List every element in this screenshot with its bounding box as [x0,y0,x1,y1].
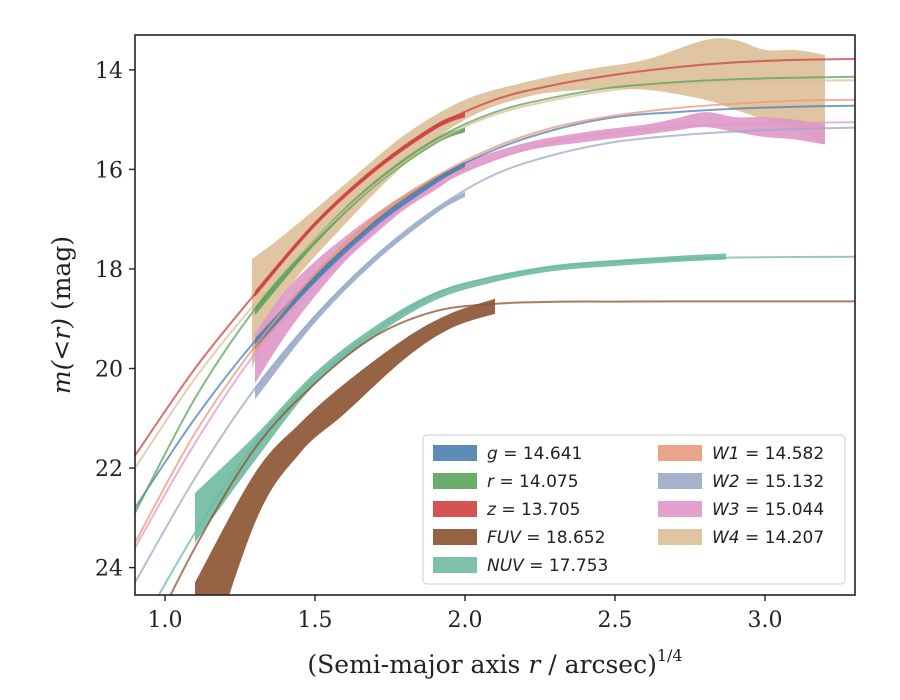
legend-label-fuv: FUV = 18.652 [487,528,605,548]
plot-frame [134,34,856,596]
y-tick-label: 18 [95,258,123,283]
legend-label-w4: W4 = 14.207 [712,528,824,548]
legend-swatch-fuv [433,529,477,545]
legend-label-g: g = 14.641 [487,444,582,464]
x-axis-ticks: 1.0 1.5 2.0 2.5 3.0 [148,595,783,633]
legend-label-z: z = 13.705 [486,500,580,520]
legend-label-nuv: NUV = 17.753 [487,556,608,576]
model-curve-w1 [135,98,855,544]
model-curve-w4 [135,79,855,469]
model-curve-g [135,104,855,509]
legend-label-w3: W3 = 15.044 [712,500,824,520]
x-axis-label: (Semi-major axis r / arcsec)1/4 [307,646,682,679]
observed-bands [195,38,825,595]
legend-swatch-z [433,501,477,517]
legend-swatch-nuv [433,557,477,573]
y-tick-label: 24 [95,557,123,582]
x-tick-label: 2.0 [448,608,483,633]
model-curve-r [135,75,855,514]
legend-label-w2: W2 = 15.132 [712,472,824,492]
legend-swatch-g [433,445,477,461]
observed-band-fuv [195,298,495,595]
legend: g = 14.641 r = 14.075 z = 13.705 FUV = 18.6… [422,434,846,585]
model-curve-fuv [169,300,855,595]
model-curve-nuv [157,255,855,595]
legend-swatch-w4 [658,529,702,545]
model-curve-w3 [135,121,855,549]
y-tick-label: 22 [95,457,123,482]
legend-label-r: r = 14.075 [487,472,579,492]
x-tick-label: 2.5 [598,608,633,633]
x-tick-label: 3.0 [748,608,783,633]
model-curves [135,57,855,595]
y-tick-label: 16 [95,158,123,183]
model-curve-z [135,57,855,457]
y-tick-label: 20 [95,358,123,383]
observed-band-nuv [195,253,726,543]
x-tick-label: 1.5 [298,608,333,633]
model-curve-w2 [135,126,855,584]
legend-swatch-w3 [658,501,702,517]
legend-swatch-w1 [658,445,702,461]
legend-frame [422,434,846,585]
observed-band-w4 [252,38,825,369]
y-tick-label: 14 [95,59,123,84]
legend-swatch-w2 [658,473,702,489]
y-axis-ticks: 14 16 18 20 22 24 [95,59,135,582]
x-tick-label: 1.0 [148,608,183,633]
legend-swatch-r [433,473,477,489]
y-axis-label: m(<r) (mag) [47,236,76,394]
legend-label-w1: W1 = 14.582 [712,444,824,464]
